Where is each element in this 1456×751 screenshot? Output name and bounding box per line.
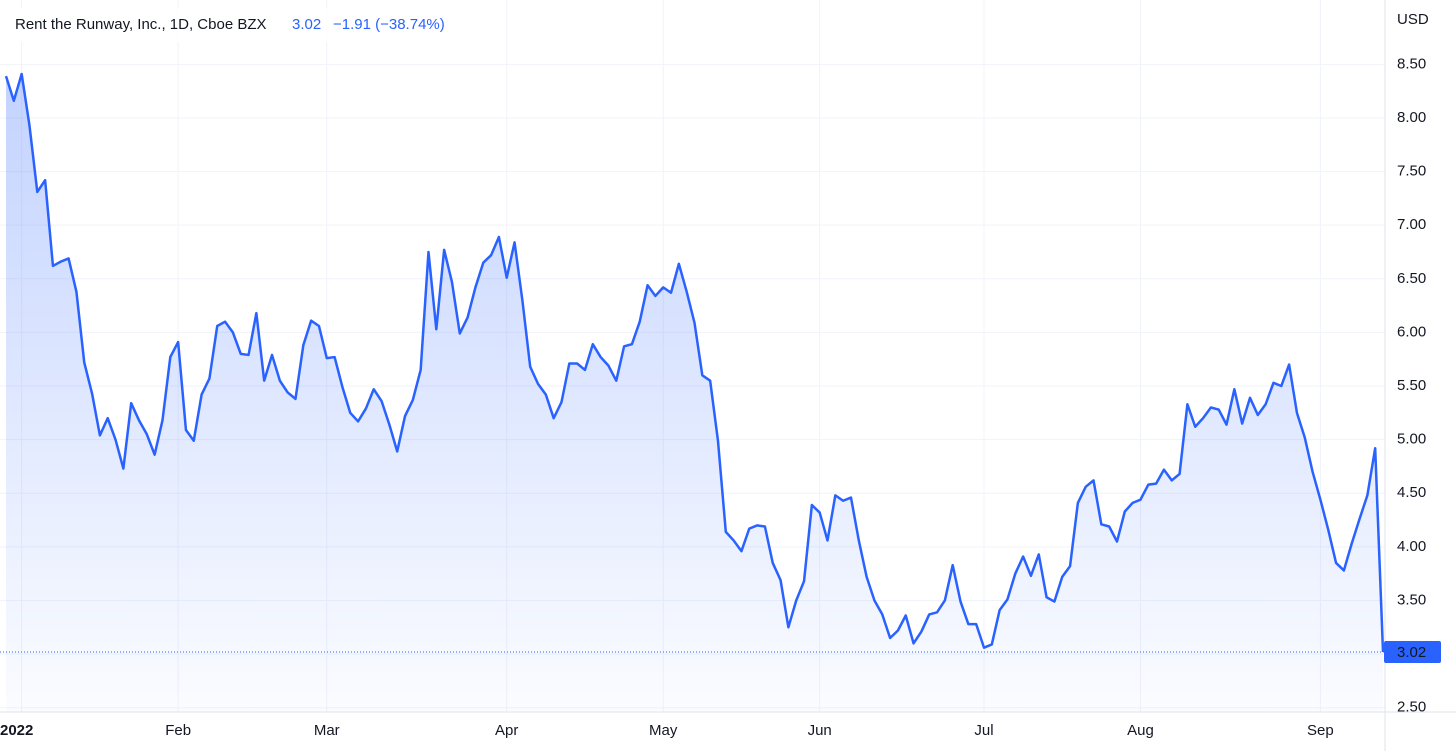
y-tick-label: 6.00 bbox=[1397, 323, 1426, 340]
x-tick-label: Aug bbox=[1127, 722, 1154, 739]
last-price-tag bbox=[1384, 640, 1441, 663]
y-tick-label: 7.00 bbox=[1397, 216, 1426, 233]
y-tick-label: 4.50 bbox=[1397, 484, 1426, 501]
x-tick-label: Feb bbox=[165, 722, 191, 739]
x-tick-label: Jun bbox=[808, 722, 832, 739]
area bbox=[6, 73, 1383, 713]
x-tick-label: Sep bbox=[1307, 722, 1334, 739]
chart-title: Rent the Runway, Inc., 1D, Cboe BZX bbox=[15, 16, 267, 33]
y-tick-label: 2.50 bbox=[1397, 699, 1426, 716]
y-tick-label: 5.00 bbox=[1397, 431, 1426, 448]
y-tick-label: 8.00 bbox=[1397, 109, 1426, 126]
y-tick-label: 5.50 bbox=[1397, 377, 1426, 394]
last-price: 3.02 bbox=[292, 16, 321, 33]
x-tick-label: Jul bbox=[974, 722, 993, 739]
y-tick-label: 3.50 bbox=[1397, 591, 1426, 608]
y-tick-label: 6.50 bbox=[1397, 270, 1426, 287]
legend-bg bbox=[0, 8, 470, 42]
x-tick-label: Apr bbox=[495, 722, 518, 739]
x-tick-label: May bbox=[649, 722, 678, 739]
y-tick-label: 7.50 bbox=[1397, 163, 1426, 180]
y-tick-label: 4.00 bbox=[1397, 538, 1426, 555]
axes: 2.503.003.504.004.505.005.506.006.507.00… bbox=[0, 55, 1441, 739]
y-tick-label: 8.50 bbox=[1397, 55, 1426, 72]
price-change: −1.91 (−38.74%) bbox=[333, 16, 445, 33]
plot bbox=[0, 72, 1385, 713]
price-line bbox=[4, 72, 1385, 652]
currency-label: USD bbox=[1397, 11, 1429, 28]
last-price-tag-label: 3.02 bbox=[1397, 644, 1426, 661]
x-tick-label: Mar bbox=[314, 722, 340, 739]
x-tick-label: 2022 bbox=[0, 722, 33, 739]
